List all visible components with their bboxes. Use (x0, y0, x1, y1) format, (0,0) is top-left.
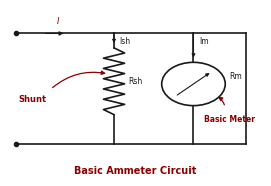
Text: Rm: Rm (229, 72, 242, 81)
Text: Im: Im (199, 37, 208, 46)
Text: Basic Meter: Basic Meter (204, 115, 255, 124)
Text: Ish: Ish (119, 37, 130, 46)
Text: Shunt: Shunt (19, 95, 47, 104)
Text: Basic Ammeter Circuit: Basic Ammeter Circuit (74, 166, 196, 176)
Text: Rsh: Rsh (128, 77, 143, 86)
Circle shape (162, 62, 225, 106)
Text: I: I (57, 17, 60, 26)
